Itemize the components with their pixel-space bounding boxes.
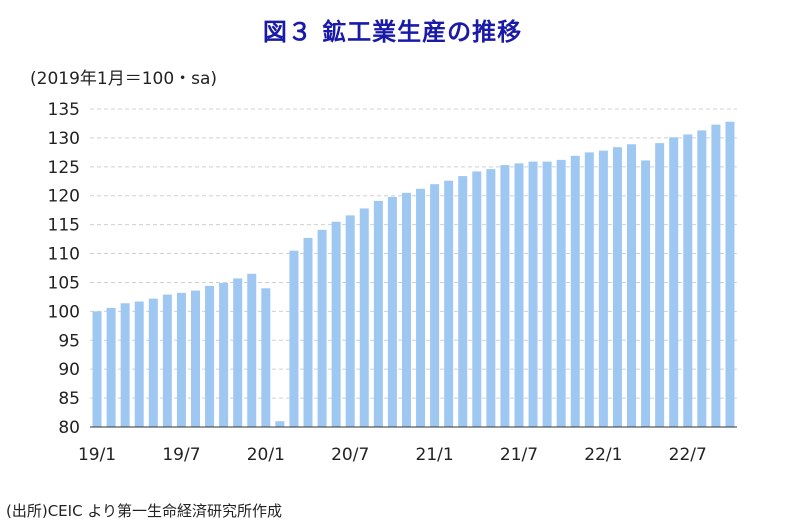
bar — [176, 292, 186, 427]
source-note: (出所)CEIC より第一生命経済研究所作成 — [6, 502, 283, 520]
bar — [219, 283, 229, 427]
bar — [486, 169, 496, 427]
y-tick-label: 110 — [48, 245, 80, 265]
bar — [106, 307, 116, 427]
x-tick-label: 20/1 — [247, 445, 285, 465]
bar — [162, 294, 172, 427]
x-tick-label: 21/1 — [416, 445, 454, 465]
x-tick-label: 19/1 — [78, 445, 116, 465]
y-tick-label: 130 — [48, 129, 80, 149]
x-tick-label: 21/7 — [500, 445, 538, 465]
y-tick-label: 120 — [48, 187, 80, 207]
x-tick-label: 22/7 — [669, 445, 707, 465]
bar — [500, 165, 510, 428]
bar — [233, 278, 243, 427]
bar — [683, 134, 693, 427]
x-tick-label: 20/7 — [331, 445, 369, 465]
bar — [556, 159, 566, 427]
bar — [289, 250, 299, 427]
bar — [655, 143, 665, 427]
bar — [641, 160, 651, 427]
bar — [598, 150, 608, 427]
bar — [458, 176, 468, 427]
y-tick-label: 135 — [48, 100, 80, 120]
bar — [317, 229, 327, 427]
bar — [711, 124, 721, 428]
x-tick-label: 19/7 — [162, 445, 200, 465]
bar — [120, 303, 130, 427]
bar — [725, 121, 735, 427]
bar — [190, 290, 200, 427]
bar — [205, 285, 215, 427]
bar — [303, 237, 313, 427]
bar — [430, 184, 440, 427]
bar — [584, 152, 594, 427]
chart-title: 図３ 鉱工業生産の推移 — [262, 18, 523, 46]
bar — [472, 171, 482, 427]
bar — [345, 215, 355, 427]
bar — [359, 208, 369, 427]
bar — [612, 147, 622, 427]
bar — [444, 180, 454, 427]
y-tick-label: 85 — [58, 389, 80, 409]
bar — [542, 161, 552, 427]
bar — [528, 161, 538, 427]
y-tick-label: 115 — [48, 216, 80, 236]
y-axis-units-label: (2019年1月＝100・sa) — [30, 69, 218, 89]
bar — [627, 144, 637, 427]
bar — [514, 163, 524, 427]
bar — [669, 137, 679, 427]
bar — [331, 221, 341, 427]
bar — [92, 311, 102, 427]
bar — [134, 301, 144, 427]
bar — [261, 288, 271, 427]
y-tick-label: 125 — [48, 158, 80, 178]
bar — [416, 188, 426, 427]
y-tick-label: 95 — [58, 331, 80, 351]
bar — [373, 200, 383, 427]
y-tick-label: 90 — [58, 360, 80, 380]
bar — [401, 192, 411, 427]
bar — [697, 130, 707, 427]
y-tick-label: 80 — [58, 418, 80, 438]
bar — [148, 298, 158, 427]
y-tick-label: 105 — [48, 273, 80, 293]
bar — [275, 421, 285, 427]
bar — [570, 155, 580, 427]
y-tick-label: 100 — [48, 302, 80, 322]
bar — [247, 273, 257, 427]
bar — [387, 196, 397, 427]
x-tick-label: 22/1 — [584, 445, 622, 465]
